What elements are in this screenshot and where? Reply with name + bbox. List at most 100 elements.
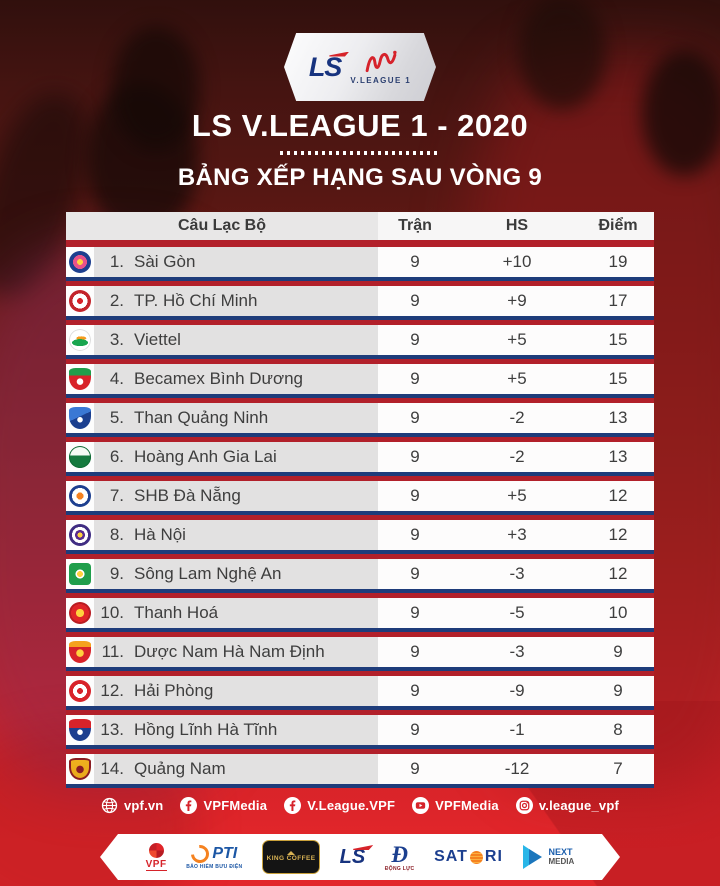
row-rank: 7. bbox=[109, 486, 124, 505]
social-link[interactable]: VPFMedia bbox=[412, 797, 499, 814]
club-logo bbox=[69, 602, 91, 624]
social-label: VPFMedia bbox=[435, 798, 499, 813]
row-matches: 9 bbox=[378, 442, 452, 472]
table-row: 2. TP. Hồ Chí Minh 9 +9 17 bbox=[66, 286, 654, 320]
row-points: 8 bbox=[582, 715, 654, 745]
satori-sun-icon bbox=[470, 851, 483, 864]
social-link[interactable]: VPFMedia bbox=[180, 797, 267, 814]
social-link[interactable]: vpf.vn bbox=[101, 797, 163, 814]
row-points: 12 bbox=[582, 481, 654, 511]
row-goal-diff: +9 bbox=[452, 286, 582, 316]
club-logo bbox=[69, 290, 91, 312]
club-logo bbox=[69, 329, 91, 351]
club-logo bbox=[69, 680, 91, 702]
table-row: 11. Dược Nam Hà Nam Định 9 -3 9 bbox=[66, 637, 654, 671]
social-label: vpf.vn bbox=[123, 798, 164, 813]
social-link[interactable]: v.league_vpf bbox=[515, 797, 619, 814]
row-matches: 9 bbox=[378, 754, 452, 784]
club-logo bbox=[69, 563, 91, 585]
row-club-name: Becamex Bình Dương bbox=[134, 369, 303, 388]
row-matches: 9 bbox=[378, 598, 452, 628]
row-rank: 5. bbox=[109, 408, 124, 427]
table-header-row: Câu Lạc Bộ Trận HS Điểm bbox=[66, 212, 654, 240]
club-logo bbox=[69, 758, 91, 780]
row-rank: 12. bbox=[100, 681, 124, 700]
crown-icon bbox=[287, 851, 295, 855]
row-rank: 10. bbox=[100, 603, 124, 622]
row-points: 7 bbox=[582, 754, 654, 784]
row-points: 10 bbox=[582, 598, 654, 628]
instagram-icon bbox=[515, 797, 533, 814]
page-subtitle: BẢNG XẾP HẠNG SAU VÒNG 9 bbox=[177, 164, 543, 191]
club-logo bbox=[69, 641, 91, 663]
sponsor-king-coffee: KING COFFEE bbox=[262, 840, 320, 874]
background-photo bbox=[518, 0, 606, 110]
row-goal-diff: +10 bbox=[452, 247, 582, 277]
row-rank: 3. bbox=[109, 330, 124, 349]
row-club-name: TP. Hồ Chí Minh bbox=[134, 291, 258, 310]
sponsor-ls: LS bbox=[340, 847, 366, 867]
row-matches: 9 bbox=[378, 676, 452, 706]
next-media-play-icon bbox=[523, 845, 545, 869]
ls-arrow-icon bbox=[353, 845, 373, 850]
row-points: 9 bbox=[582, 637, 654, 667]
row-points: 12 bbox=[582, 520, 654, 550]
row-goal-diff: -1 bbox=[452, 715, 582, 745]
row-goal-diff: -3 bbox=[452, 559, 582, 589]
row-matches: 9 bbox=[378, 403, 452, 433]
standings-rows: 1. Sài Gòn 9 +10 19 2. TP. Hồ Chí Minh 9… bbox=[66, 247, 654, 788]
table-row: 9. Sông Lam Nghệ An 9 -3 12 bbox=[66, 559, 654, 593]
row-matches: 9 bbox=[378, 325, 452, 355]
column-header-club: Câu Lạc Bộ bbox=[66, 212, 378, 240]
table-row: 5. Than Quảng Ninh 9 -2 13 bbox=[66, 403, 654, 437]
page-title: LS V.LEAGUE 1 - 2020 bbox=[191, 108, 529, 143]
row-club-name: Hồng Lĩnh Hà Tĩnh bbox=[134, 720, 278, 739]
table-row: 12. Hải Phòng 9 -9 9 bbox=[66, 676, 654, 710]
social-link[interactable]: V.League.VPF bbox=[284, 797, 395, 814]
row-points: 15 bbox=[582, 364, 654, 394]
row-matches: 9 bbox=[378, 520, 452, 550]
club-logo bbox=[69, 485, 91, 507]
club-logo bbox=[69, 446, 91, 468]
sponsor-satori: SAT RI bbox=[434, 849, 503, 865]
pti-label: PTI bbox=[212, 844, 238, 862]
table-row: 14. Quảng Nam 9 -12 7 bbox=[66, 754, 654, 788]
table-row: 7. SHB Đà Nẵng 9 +5 12 bbox=[66, 481, 654, 515]
dong-luc-label: ĐỘNG LỰC bbox=[384, 865, 415, 872]
row-points: 12 bbox=[582, 559, 654, 589]
row-points: 9 bbox=[582, 676, 654, 706]
row-goal-diff: -3 bbox=[452, 637, 582, 667]
row-matches: 9 bbox=[378, 364, 452, 394]
table-row: 4. Becamex Bình Dương 9 +5 15 bbox=[66, 364, 654, 398]
row-club-name: Thanh Hoá bbox=[134, 603, 219, 622]
pti-sublabel: BẢO HIỂM BƯU ĐIỆN bbox=[186, 863, 243, 870]
table-row: 10. Thanh Hoá 9 -5 10 bbox=[66, 598, 654, 632]
row-matches: 9 bbox=[378, 286, 452, 316]
facebook-icon bbox=[180, 797, 198, 814]
facebook-icon bbox=[284, 797, 302, 814]
row-points: 13 bbox=[582, 442, 654, 472]
dotted-divider bbox=[280, 151, 440, 155]
row-club-name: Sài Gòn bbox=[134, 252, 196, 271]
row-club-name: Sông Lam Nghệ An bbox=[134, 564, 282, 583]
row-rank: 8. bbox=[109, 525, 124, 544]
row-club-name: Quảng Nam bbox=[134, 759, 226, 778]
vpf-ball-icon bbox=[149, 843, 164, 858]
row-points: 17 bbox=[582, 286, 654, 316]
row-rank: 6. bbox=[109, 447, 124, 466]
row-matches: 9 bbox=[378, 637, 452, 667]
row-goal-diff: -2 bbox=[452, 442, 582, 472]
table-row: 6. Hoàng Anh Gia Lai 9 -2 13 bbox=[66, 442, 654, 476]
league-badge: LS V.LEAGUE 1 bbox=[284, 33, 436, 101]
table-row: 8. Hà Nội 9 +3 12 bbox=[66, 520, 654, 554]
king-coffee-label: KING COFFEE bbox=[266, 855, 316, 863]
next-label: NEXT bbox=[548, 847, 573, 857]
row-rank: 1. bbox=[109, 252, 124, 271]
ls-logo: LS bbox=[309, 51, 350, 81]
row-matches: 9 bbox=[378, 481, 452, 511]
row-rank: 11. bbox=[101, 642, 124, 661]
social-label: V.League.VPF bbox=[307, 798, 396, 813]
globe-icon bbox=[101, 797, 118, 814]
row-goal-diff: +3 bbox=[452, 520, 582, 550]
row-rank: 13. bbox=[100, 720, 124, 739]
